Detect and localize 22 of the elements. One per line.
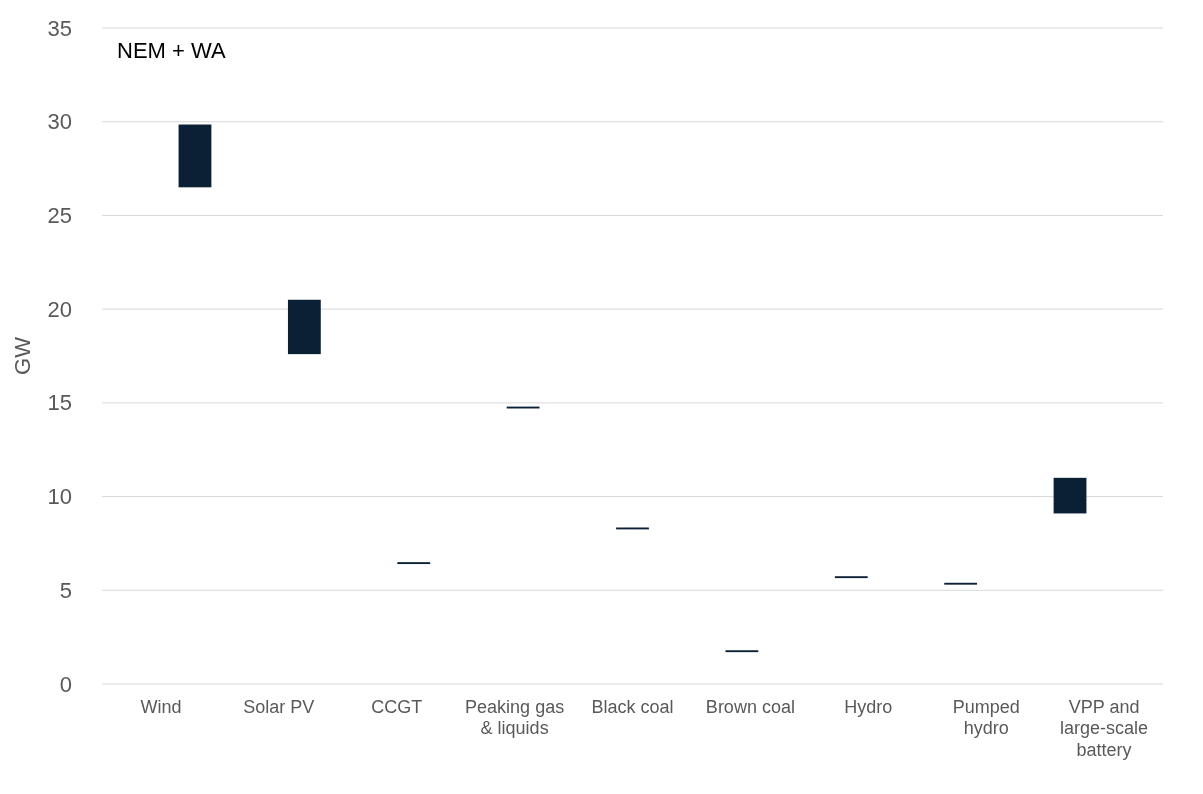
- x-tick-label: VPP and large-scale battery: [1060, 696, 1149, 760]
- y-tick-label: 10: [47, 484, 72, 510]
- y-tick-label: 5: [59, 577, 72, 603]
- x-tick-label: Hydro: [844, 696, 893, 717]
- x-tick-label: Solar PV: [243, 696, 315, 717]
- y-tick-label: 30: [47, 109, 72, 135]
- x-tick-label: Peaking gas & liquids: [465, 696, 565, 739]
- bar: [1053, 477, 1087, 514]
- y-tick-label: 25: [47, 202, 72, 228]
- y-tick-label: 0: [59, 671, 72, 697]
- bar: [178, 124, 212, 188]
- text: NEM + WA: [117, 38, 226, 63]
- x-tick-label: Brown coal: [705, 696, 795, 717]
- bar: [287, 299, 321, 355]
- x-tick-label: Pumped hydro: [952, 696, 1020, 739]
- x-tick-label: CCGT: [371, 696, 423, 717]
- y-tick-label: 35: [47, 15, 72, 41]
- x-tick-label: Wind: [140, 696, 182, 717]
- y-tick-label: 20: [47, 296, 72, 322]
- x-tick-label: Black coal: [591, 696, 674, 717]
- y-axis-title: GW: [10, 336, 35, 375]
- y-tick-label: 15: [47, 390, 72, 416]
